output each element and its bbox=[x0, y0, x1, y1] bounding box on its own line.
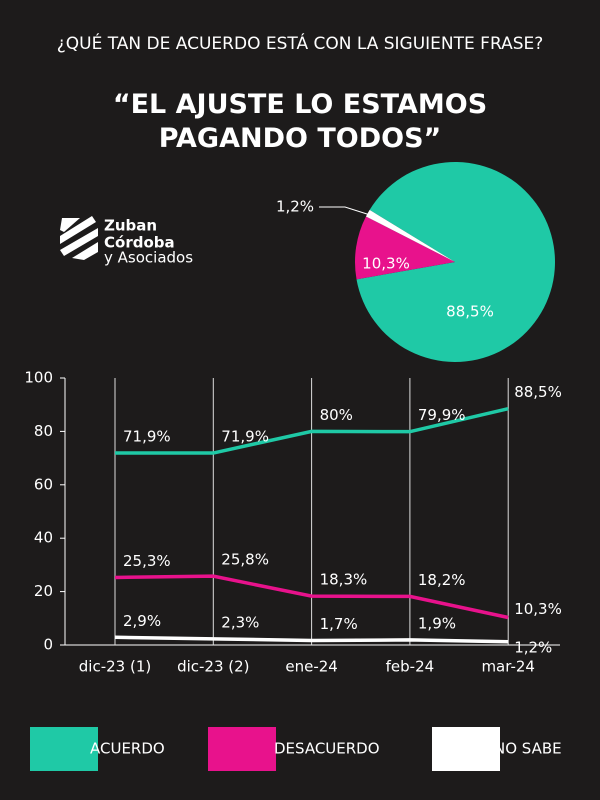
data-label: 1,2% bbox=[514, 638, 552, 656]
pie-slice bbox=[365, 209, 455, 262]
legend-label: DESACUERDO bbox=[274, 740, 380, 758]
data-label: 10,3% bbox=[514, 600, 562, 618]
data-label: 25,3% bbox=[123, 552, 171, 570]
data-label: 71,9% bbox=[123, 428, 171, 446]
pie-slice bbox=[356, 161, 555, 362]
line-series bbox=[114, 574, 509, 620]
y-tick-label: 20 bbox=[34, 582, 53, 600]
leader-line bbox=[319, 206, 373, 217]
line-series bbox=[115, 407, 509, 455]
legend-swatch bbox=[432, 727, 500, 771]
y-tick-label: 40 bbox=[34, 529, 53, 547]
x-tick-label: dic-23 (2) bbox=[177, 658, 249, 676]
legend-swatch bbox=[30, 727, 98, 771]
pie-label: 1,2% bbox=[276, 198, 314, 216]
data-label: 79,9% bbox=[418, 406, 466, 424]
legend-label: ACUERDO bbox=[90, 740, 165, 758]
logo-text: Zuban bbox=[104, 217, 157, 235]
data-label: 71,9% bbox=[221, 428, 269, 446]
data-label: 25,8% bbox=[221, 551, 269, 569]
quote: “EL AJUSTE LO ESTAMOS PAGANDO TODOS” bbox=[112, 89, 488, 154]
line-series bbox=[114, 635, 509, 644]
data-label: 1,9% bbox=[418, 614, 456, 632]
data-label: 18,2% bbox=[418, 571, 466, 589]
pie-label: 88,5% bbox=[446, 303, 494, 321]
pie-slice bbox=[355, 216, 455, 280]
x-tick-label: feb-24 bbox=[386, 658, 435, 676]
y-tick-label: 80 bbox=[34, 422, 53, 440]
y-tick-label: 60 bbox=[34, 475, 53, 493]
x-tick-label: ene-24 bbox=[285, 658, 337, 676]
legend-swatch bbox=[208, 727, 276, 771]
logo-text: Córdoba bbox=[104, 234, 175, 252]
y-tick-label: 100 bbox=[24, 369, 53, 387]
pie-label: 10,3% bbox=[362, 255, 410, 273]
logo-sub: y Asociados bbox=[104, 249, 193, 267]
y-tick-label: 0 bbox=[43, 636, 53, 654]
data-label: 18,3% bbox=[320, 571, 368, 589]
logo-icon bbox=[60, 216, 98, 260]
data-label: 88,5% bbox=[514, 383, 562, 401]
legend-label: NO SABE bbox=[494, 740, 562, 758]
data-label: 80% bbox=[320, 406, 353, 424]
x-tick-label: mar-24 bbox=[481, 658, 535, 676]
data-label: 2,9% bbox=[123, 612, 161, 630]
question: ¿QUÉ TAN DE ACUERDO ESTÁ CON LA SIGUIENT… bbox=[56, 34, 544, 54]
data-label: 2,3% bbox=[221, 613, 259, 631]
data-label: 1,7% bbox=[320, 615, 358, 633]
x-tick-label: dic-23 (1) bbox=[79, 658, 151, 676]
